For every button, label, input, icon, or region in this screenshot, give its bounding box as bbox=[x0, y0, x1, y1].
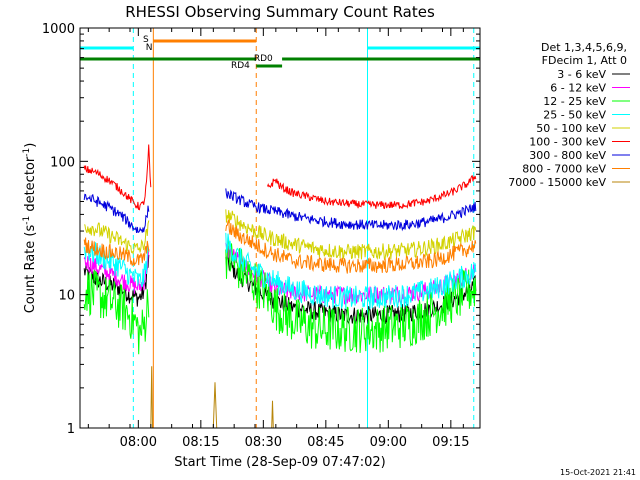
y-axis-label-end: ) bbox=[23, 143, 38, 148]
y-axis-label-mid: detector bbox=[23, 156, 38, 216]
legend-label: 25 - 50 keV bbox=[543, 109, 606, 122]
legend-label: 7000 - 15000 keV bbox=[508, 176, 606, 189]
series-50-to-100keV-segment-2 bbox=[225, 209, 477, 261]
series-300-to-800keV-segment-2 bbox=[225, 188, 477, 232]
x-tick-label: 09:15 bbox=[432, 435, 469, 450]
axes: 08:00 08:15 08:30 08:45 09:00 09:15 1 10 100 1000 bbox=[42, 22, 480, 450]
x-tick-label: 08:30 bbox=[245, 435, 282, 450]
series-50-to-100keV-segment-1 bbox=[84, 220, 150, 255]
chart-title: RHESSI Observing Summary Count Rates bbox=[125, 3, 435, 21]
annotation-n: N bbox=[146, 43, 153, 53]
series-3-to-6keV-segment-2 bbox=[225, 253, 477, 326]
series-100-to-300keV-segment-1 bbox=[83, 144, 152, 211]
legend-label: 300 - 800 keV bbox=[529, 149, 606, 162]
annotation-s: S bbox=[143, 35, 149, 45]
series-100-to-300keV-segment-2 bbox=[267, 175, 477, 209]
series-25-to-50keV-segment-2 bbox=[225, 232, 477, 310]
series-800-to-7000keV-segment-1 bbox=[83, 237, 150, 266]
y-tick-label: 100 bbox=[50, 155, 75, 170]
y-tick-label: 1 bbox=[67, 422, 75, 437]
legend-label: 50 - 100 keV bbox=[536, 122, 606, 135]
y-tick-label: 10 bbox=[58, 289, 75, 304]
plot-area: SN RD0 RD4 bbox=[80, 28, 480, 429]
legend-label: 100 - 300 keV bbox=[529, 136, 606, 149]
series-12-to-25keV-segment-1 bbox=[83, 269, 150, 355]
legend-title-line-1: Det 1,3,4,5,6,9, bbox=[541, 41, 627, 54]
legend-label: 12 - 25 keV bbox=[543, 95, 606, 108]
legend-label: 800 - 7000 keV bbox=[522, 163, 606, 176]
series-800-to-7000keV-segment-2 bbox=[225, 218, 477, 274]
annotation-rd4: RD4 bbox=[231, 61, 250, 71]
legend-label: 6 - 12 keV bbox=[550, 82, 606, 95]
series-300-to-800keV-segment-1 bbox=[83, 193, 150, 233]
legend-label: 3 - 6 keV bbox=[557, 68, 606, 81]
x-axis-label: Start Time (28-Sep-09 07:47:02) bbox=[174, 455, 385, 470]
legend-title-line-2: FDecim 1, Att 0 bbox=[542, 54, 627, 67]
annotation-rd0: RD0 bbox=[254, 54, 273, 64]
y-axis-label: Count Rate (s-1 detector-1) bbox=[22, 143, 38, 314]
y-axis-label-main: Count Rate (s bbox=[23, 225, 38, 314]
x-tick-label: 08:00 bbox=[120, 435, 157, 450]
legend: Det 1,3,4,5,6,9, FDecim 1, Att 0 3 - 6 k… bbox=[508, 41, 630, 189]
y-tick-label: 1000 bbox=[42, 22, 75, 37]
x-tick-label: 08:45 bbox=[307, 435, 344, 450]
y-axis-label-exp2: -1 bbox=[22, 148, 32, 157]
plot-frame bbox=[79, 27, 481, 429]
y-axis-label-exp1: -1 bbox=[22, 216, 32, 225]
timestamp: 15-Oct-2021 21:41 bbox=[560, 468, 636, 477]
x-tick-label: 08:15 bbox=[182, 435, 219, 450]
series-7000-to-15000keV-segment-2 bbox=[212, 382, 218, 429]
x-tick-label: 09:00 bbox=[370, 435, 407, 450]
series-7000-to-15000keV-segment-3 bbox=[271, 400, 274, 429]
series-7000-to-15000keV-segment-1 bbox=[150, 366, 153, 429]
series-12-to-25keV-segment-2 bbox=[225, 236, 477, 353]
